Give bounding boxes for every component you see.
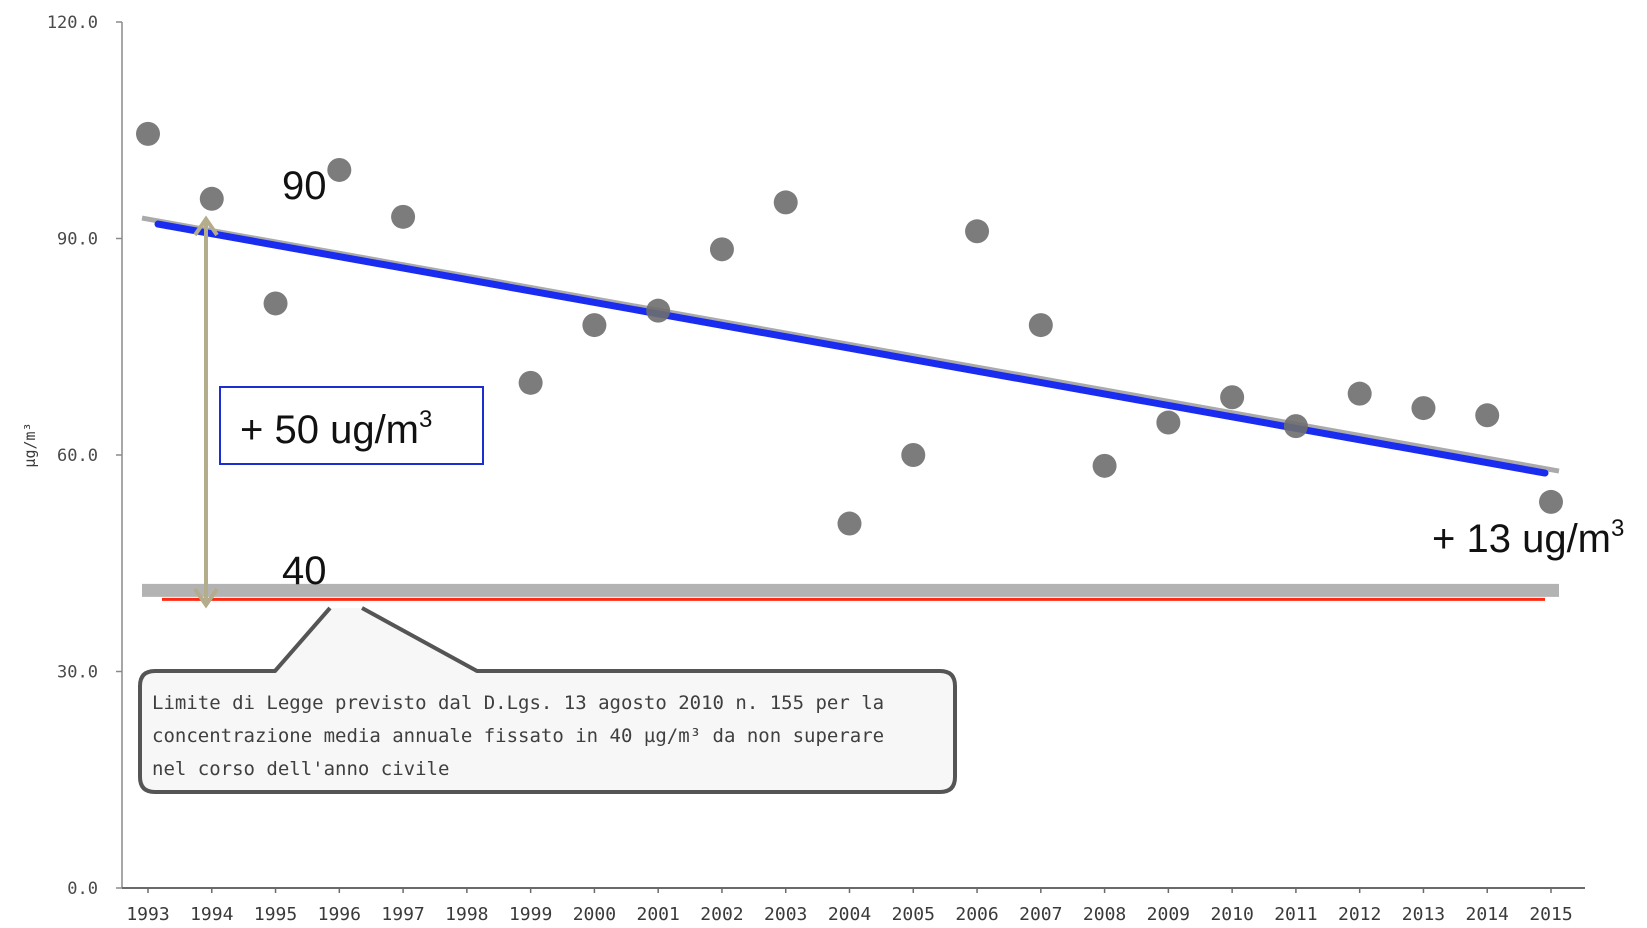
data-point: [1539, 489, 1563, 514]
difference-superscript: 3: [419, 406, 432, 433]
y-tick-label: 90.0: [57, 230, 98, 250]
data-point: [773, 190, 798, 215]
x-tick-label: 2008: [1083, 904, 1126, 925]
x-tick-label: 1998: [445, 904, 488, 925]
x-tick-label: 2014: [1466, 904, 1509, 925]
y-tick-label: 120.0: [47, 13, 98, 33]
y-ticks: 120.0 90.0 60.0 30.0 0.0: [47, 13, 122, 899]
callout-box: [138, 606, 957, 794]
data-point: [263, 291, 288, 316]
x-tick-label: 1995: [254, 904, 297, 925]
x-ticks: 1993 1994 1995 1996 1997 1998 1999 2000 2001 2002…: [126, 888, 1573, 925]
scatter-points: [136, 121, 1563, 536]
x-tick-label: 2000: [573, 904, 616, 925]
difference-box: [219, 386, 484, 465]
x-tick-label: 2013: [1402, 904, 1445, 925]
x-tick-label: 2001: [637, 904, 680, 925]
x-tick-label: 1993: [126, 904, 169, 925]
note-line-1: Limite di Legge previsto dal D.Lgs. 13 a…: [152, 692, 884, 714]
x-tick-label: 2006: [955, 904, 998, 925]
data-point: [901, 443, 926, 467]
y-axis-label: µg/m³: [21, 422, 39, 467]
limit-callout: Limite di Legge previsto dal D.Lgs. 13 a…: [138, 606, 957, 794]
data-point: [1347, 381, 1372, 406]
data-point: [199, 186, 224, 211]
data-point: [1028, 313, 1053, 338]
x-tick-label: 1994: [190, 904, 233, 925]
y-tick-label: 30.0: [57, 663, 98, 683]
difference-annotation: + 50 ug/m3: [240, 406, 432, 452]
data-point: [327, 157, 352, 182]
x-tick-label: 1999: [509, 904, 552, 925]
note-line-3: nel corso dell'anno civile: [152, 758, 449, 780]
data-point: [646, 298, 671, 323]
data-point: [582, 313, 607, 338]
x-tick-label: 2012: [1338, 904, 1381, 925]
data-point: [1220, 385, 1245, 410]
data-point: [1283, 414, 1308, 439]
x-tick-label: 1996: [318, 904, 361, 925]
x-tick-label: 1997: [381, 904, 424, 925]
x-tick-label: 2002: [700, 904, 743, 925]
data-point: [837, 511, 862, 536]
x-tick-label: 2007: [1019, 904, 1062, 925]
end-superscript: 3: [1611, 515, 1624, 542]
data-point: [136, 121, 160, 146]
x-tick-label: 2010: [1210, 904, 1253, 925]
trend-line-group: [141, 215, 1560, 477]
label-90: 90: [282, 164, 327, 208]
x-tick-label: 2003: [764, 904, 807, 925]
end-annotation: + 13 ug/m3: [1432, 515, 1624, 561]
data-point: [709, 237, 734, 262]
arrow-head-bottom: [193, 587, 219, 609]
data-point: [965, 219, 990, 244]
difference-arrow: [193, 215, 219, 609]
x-tick-label: 2011: [1274, 904, 1317, 925]
x-tick-label: 2015: [1529, 904, 1572, 925]
end-text: + 13 ug/m: [1432, 517, 1611, 561]
data-point: [1411, 396, 1436, 421]
y-tick-label: 60.0: [57, 446, 98, 466]
x-tick-label: 2009: [1147, 904, 1190, 925]
data-point: [1475, 403, 1500, 428]
x-tick-label: 2005: [892, 904, 935, 925]
data-point: [518, 370, 543, 395]
data-point: [391, 204, 416, 229]
limit-line-group: [142, 583, 1559, 601]
data-point: [1156, 410, 1181, 435]
data-point: [1092, 453, 1117, 478]
note-line-2: concentrazione media annuale fissato in …: [152, 725, 884, 747]
label-40: 40: [282, 549, 327, 593]
difference-text: + 50 ug/m: [240, 408, 419, 452]
x-tick-label: 2004: [828, 904, 871, 925]
trend-line: [154, 220, 1549, 477]
y-tick-label: 0.0: [67, 879, 98, 899]
arrow-head-top: [193, 215, 219, 237]
